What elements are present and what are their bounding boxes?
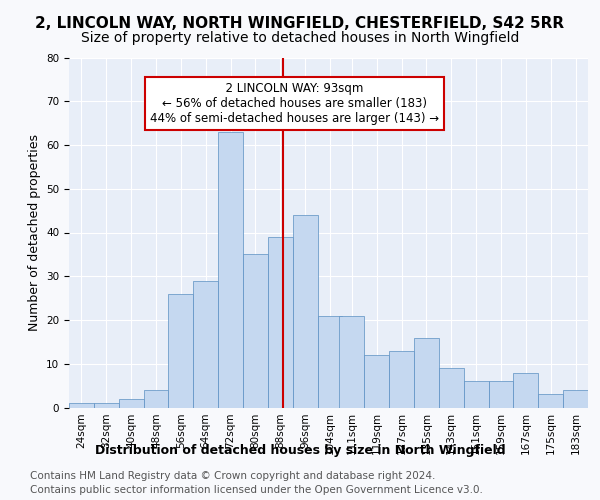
- Bar: [538, 394, 563, 407]
- Text: Contains public sector information licensed under the Open Government Licence v3: Contains public sector information licen…: [30, 485, 483, 495]
- Bar: [143, 390, 169, 407]
- Bar: [464, 381, 488, 407]
- Bar: [193, 280, 218, 407]
- Bar: [389, 350, 414, 408]
- Bar: [364, 355, 389, 408]
- Bar: [119, 399, 143, 407]
- Bar: [243, 254, 268, 408]
- Bar: [94, 403, 119, 407]
- Bar: [69, 403, 94, 407]
- Bar: [563, 390, 588, 407]
- Bar: [169, 294, 193, 408]
- Y-axis label: Number of detached properties: Number of detached properties: [28, 134, 41, 331]
- Bar: [317, 316, 343, 408]
- Bar: [439, 368, 464, 408]
- Bar: [340, 316, 364, 408]
- Bar: [414, 338, 439, 407]
- Bar: [488, 381, 514, 407]
- Bar: [293, 215, 317, 408]
- Bar: [514, 372, 538, 408]
- Bar: [218, 132, 243, 407]
- Text: Contains HM Land Registry data © Crown copyright and database right 2024.: Contains HM Land Registry data © Crown c…: [30, 471, 436, 481]
- Text: 2 LINCOLN WAY: 93sqm  
← 56% of detached houses are smaller (183)
44% of semi-de: 2 LINCOLN WAY: 93sqm ← 56% of detached h…: [150, 82, 439, 125]
- Text: Distribution of detached houses by size in North Wingfield: Distribution of detached houses by size …: [95, 444, 505, 457]
- Text: Size of property relative to detached houses in North Wingfield: Size of property relative to detached ho…: [81, 31, 519, 45]
- Bar: [268, 237, 293, 408]
- Text: 2, LINCOLN WAY, NORTH WINGFIELD, CHESTERFIELD, S42 5RR: 2, LINCOLN WAY, NORTH WINGFIELD, CHESTER…: [35, 16, 565, 31]
